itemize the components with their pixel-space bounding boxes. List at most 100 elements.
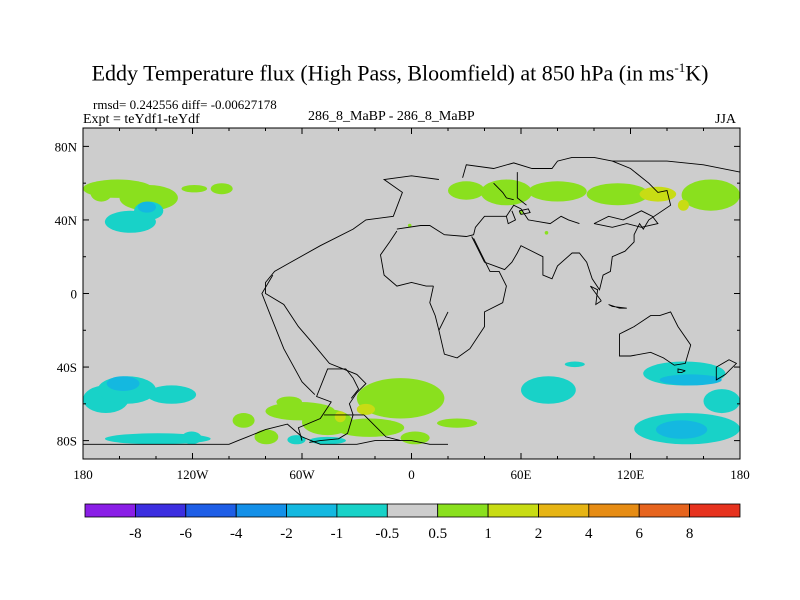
y-tick-label-3: 40S: [57, 360, 77, 375]
field-patch-31: [400, 431, 430, 445]
field-patch-30: [334, 418, 405, 437]
y-axis-ticks: 80N 40N 0 40S 80S: [55, 139, 740, 449]
field-patch-17: [544, 231, 549, 235]
colorbar-label-5: -0.5: [375, 526, 399, 542]
colorbar-label-3: -2: [280, 526, 293, 542]
coastline-0: [83, 423, 448, 445]
coastline-9: [380, 230, 434, 287]
field-patch-38: [530, 381, 562, 399]
coastline-8: [438, 238, 507, 359]
coastline-2: [297, 368, 360, 441]
coastline-4: [363, 414, 401, 442]
y-tick-label-2: 0: [71, 287, 78, 302]
chart-title-superscript: -1: [674, 60, 686, 75]
field-patch-43: [656, 420, 708, 439]
colorbar-swatch-4: [286, 503, 338, 518]
field-patch-28: [334, 411, 346, 423]
colorbar-label-2: -4: [230, 526, 243, 542]
colorbar-swatch-10: [588, 503, 640, 518]
field-patch-14: [677, 199, 689, 211]
colorbar-swatch-2: [185, 503, 237, 518]
field-patch-5: [137, 201, 156, 213]
coastline-19: [677, 368, 686, 374]
experiment-label: Expt = teYdf1-teYdf: [83, 112, 200, 127]
colorbar-swatch-0: [84, 503, 136, 518]
colorbar-label-1: -6: [180, 526, 193, 542]
x-tick-label-4: 60E: [511, 467, 532, 482]
season-label: JJA: [715, 112, 737, 127]
colorbar-swatch-1: [134, 503, 187, 518]
x-tick-label-5: 120E: [617, 467, 645, 482]
colorbar-swatch-6: [386, 503, 439, 518]
x-tick-label-3: 0: [408, 467, 415, 482]
colorbar-swatch-7: [437, 503, 489, 518]
stats-label: rmsd= 0.242556 diff= -0.00627178: [93, 97, 277, 112]
colorbar-label-4: -1: [331, 526, 344, 542]
field-patch-7: [210, 183, 233, 195]
field-patch-16: [407, 223, 412, 228]
field-patch-32: [356, 403, 375, 415]
colorbar-label-10: 6: [635, 526, 643, 542]
coastline-15: [493, 182, 514, 201]
coastline-17: [619, 311, 692, 366]
colorbar-label-9: 4: [585, 526, 593, 542]
subtitle-label: 286_8_MaBP - 286_8_MaBP: [308, 109, 475, 124]
field-patch-23: [181, 431, 202, 445]
field-patch-21: [146, 385, 197, 404]
field-patch-44: [703, 389, 740, 414]
x-axis-ticks: 180 120W 60W 0 60E 120E 180: [73, 128, 750, 482]
field-patch-10: [528, 181, 587, 202]
x-tick-label-2: 60W: [289, 467, 315, 482]
coastlines: [83, 156, 740, 445]
coastline-16: [593, 210, 659, 228]
colorbar-label-6: 0.5: [428, 526, 447, 542]
field-patch-20: [106, 376, 140, 391]
field-patch-4: [104, 210, 156, 233]
chart-title: Eddy Temperature flux (High Pass, Bloomf…: [0, 60, 800, 86]
coastline-20: [715, 359, 738, 381]
coastline-7: [471, 160, 672, 291]
field-patch-6: [181, 185, 208, 193]
colorbar-label-8: 2: [535, 526, 543, 542]
y-tick-label-1: 40N: [55, 213, 78, 228]
coastline-11: [462, 156, 740, 178]
x-tick-label-6: 180: [730, 467, 750, 482]
field-patch-8: [448, 181, 485, 200]
coastline-5: [261, 274, 316, 395]
field-patch-11: [586, 183, 649, 206]
field-patch-33: [437, 418, 478, 428]
field-patch-9: [480, 179, 532, 206]
x-tick-label-0: 180: [73, 467, 93, 482]
y-tick-label-4: 80S: [57, 434, 77, 449]
chart-title-main: Eddy Temperature flux (High Pass, Bloomf…: [91, 60, 675, 86]
colorbar-swatch-8: [487, 503, 539, 518]
field-patch-36: [254, 429, 279, 445]
x-tick-label-1: 120W: [177, 467, 210, 482]
colorbar-swatch-3: [235, 503, 287, 518]
field-patch-35: [287, 435, 306, 445]
colorbar-swatch-9: [538, 503, 590, 518]
colorbar-label-11: 8: [686, 526, 694, 542]
colorbar-swatch-11: [638, 503, 691, 518]
colorbar: -8 -6 -4 -2 -1 -0.5 0.5 1 2 4 6 8: [84, 503, 741, 542]
coastline-12: [516, 172, 527, 206]
field-patch-2: [119, 185, 178, 211]
colorbar-label-7: 1: [484, 526, 492, 542]
field-patch-1: [90, 183, 113, 202]
colorbar-swatch-5: [336, 503, 388, 518]
coastline-21: [608, 304, 627, 309]
field-patch-13: [681, 179, 740, 211]
field-patch-12: [639, 186, 677, 202]
field-patch-41: [659, 374, 722, 386]
coastline-13: [505, 210, 517, 225]
coastline-6: [396, 204, 580, 237]
field-patch-24: [232, 413, 255, 428]
colorbar-label-0: -8: [129, 526, 142, 542]
chart-title-suffix: K): [685, 60, 709, 86]
coastline-18: [590, 285, 602, 306]
contour-fields: [83, 179, 740, 445]
coastline-14: [518, 208, 531, 215]
field-patch-29: [356, 378, 445, 419]
y-tick-label-0: 80N: [55, 139, 78, 154]
